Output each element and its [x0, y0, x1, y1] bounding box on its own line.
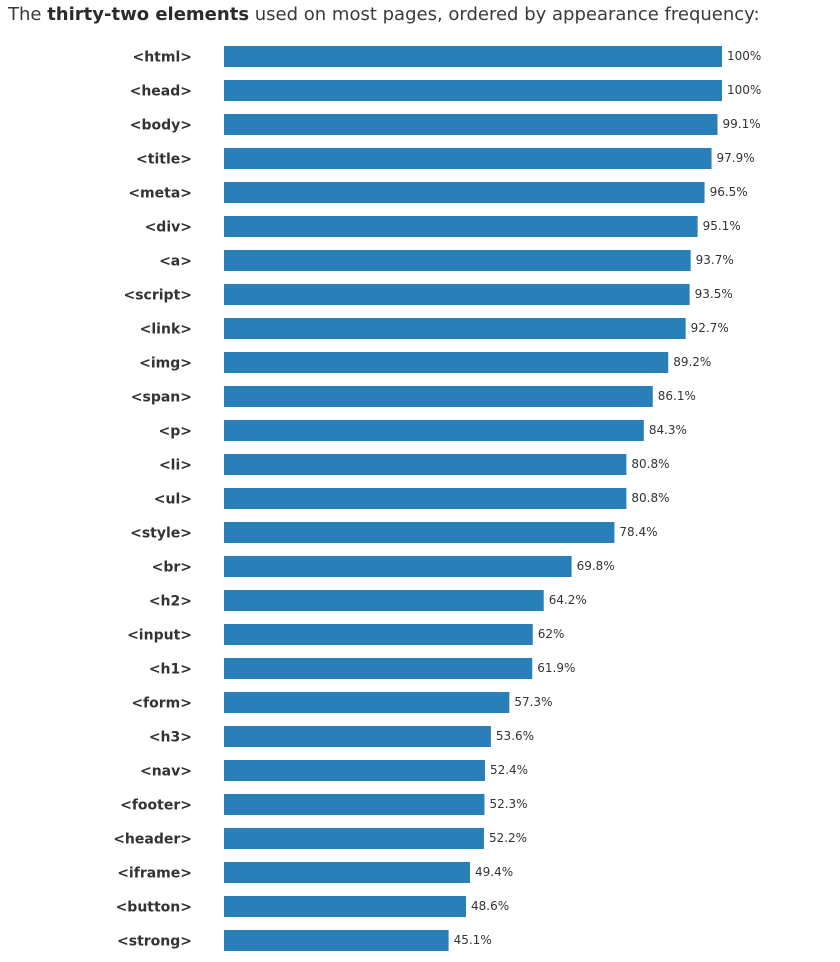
bar	[224, 522, 615, 543]
value-label: 49.4%	[475, 865, 513, 879]
value-label: 96.5%	[710, 185, 748, 199]
category-label: <img>	[139, 356, 192, 372]
value-label: 53.6%	[496, 729, 534, 743]
value-label: 86.1%	[658, 389, 696, 403]
bar	[224, 658, 533, 679]
value-label: 62%	[538, 627, 565, 641]
value-label: 80.8%	[631, 457, 669, 471]
category-label: <html>	[132, 50, 192, 66]
category-label: <title>	[136, 152, 192, 168]
value-label: 93.5%	[695, 287, 733, 301]
bar	[224, 454, 627, 475]
bar	[224, 46, 722, 67]
intro-prefix: The	[8, 4, 48, 25]
value-label: 78.4%	[619, 525, 657, 539]
chart-intro-text: The thirty-two elements used on most pag…	[8, 4, 760, 26]
bar	[224, 386, 653, 407]
value-label: 48.6%	[471, 899, 509, 913]
bar	[224, 624, 533, 645]
category-label: <a>	[159, 254, 192, 270]
value-label: 57.3%	[514, 695, 552, 709]
intro-bold: thirty-two elements	[47, 4, 250, 25]
bar	[224, 828, 484, 849]
category-label: <iframe>	[117, 866, 192, 882]
value-label: 92.7%	[691, 321, 729, 335]
category-label: <body>	[130, 118, 192, 134]
value-label: 64.2%	[549, 593, 587, 607]
value-label: 100%	[727, 83, 761, 97]
value-label: 69.8%	[577, 559, 615, 573]
category-label: <ul>	[154, 492, 192, 508]
value-label: 97.9%	[717, 151, 755, 165]
value-label: 100%	[727, 49, 761, 63]
value-label: 80.8%	[631, 491, 669, 505]
bar	[224, 216, 698, 237]
category-label: <link>	[140, 322, 192, 338]
bar	[224, 896, 467, 917]
value-label: 52.2%	[489, 831, 527, 845]
category-label: <form>	[131, 696, 192, 712]
value-label: 84.3%	[649, 423, 687, 437]
bar	[224, 692, 510, 713]
bar	[224, 250, 691, 271]
bar	[224, 352, 669, 373]
bar	[224, 726, 491, 747]
bar	[224, 488, 627, 509]
bar	[224, 148, 712, 169]
value-label: 99.1%	[723, 117, 761, 131]
category-label: <li>	[159, 458, 192, 474]
bar	[224, 556, 572, 577]
bar	[224, 284, 690, 305]
category-label: <head>	[130, 84, 192, 100]
value-label: 52.4%	[490, 763, 528, 777]
category-label: <p>	[159, 424, 192, 440]
value-label: 89.2%	[673, 355, 711, 369]
value-label: 93.7%	[696, 253, 734, 267]
value-label: 95.1%	[703, 219, 741, 233]
bar	[224, 114, 718, 135]
value-label: 52.3%	[489, 797, 527, 811]
category-label: <meta>	[128, 186, 192, 202]
category-label: <script>	[123, 288, 192, 304]
bar	[224, 80, 722, 101]
bar	[224, 794, 485, 815]
category-label: <nav>	[140, 764, 192, 780]
bar	[224, 590, 544, 611]
intro-suffix: used on most pages, ordered by appearanc…	[249, 4, 760, 25]
value-label: 45.1%	[454, 933, 492, 947]
category-label: <button>	[116, 900, 192, 916]
bar	[224, 862, 471, 883]
category-label: <header>	[113, 832, 192, 848]
category-label: <h3>	[149, 730, 192, 746]
bar	[224, 318, 686, 339]
bar	[224, 182, 705, 203]
value-label: 61.9%	[537, 661, 575, 675]
category-label: <input>	[127, 628, 192, 644]
category-label: <style>	[130, 526, 192, 542]
category-label: <strong>	[117, 934, 192, 950]
category-label: <footer>	[120, 798, 192, 814]
category-label: <span>	[131, 390, 192, 406]
category-label: <div>	[145, 220, 192, 236]
bar	[224, 760, 485, 781]
bar	[224, 930, 449, 951]
category-label: <h2>	[149, 594, 192, 610]
bar	[224, 420, 644, 441]
category-label: <br>	[152, 560, 192, 576]
category-label: <h1>	[149, 662, 192, 678]
